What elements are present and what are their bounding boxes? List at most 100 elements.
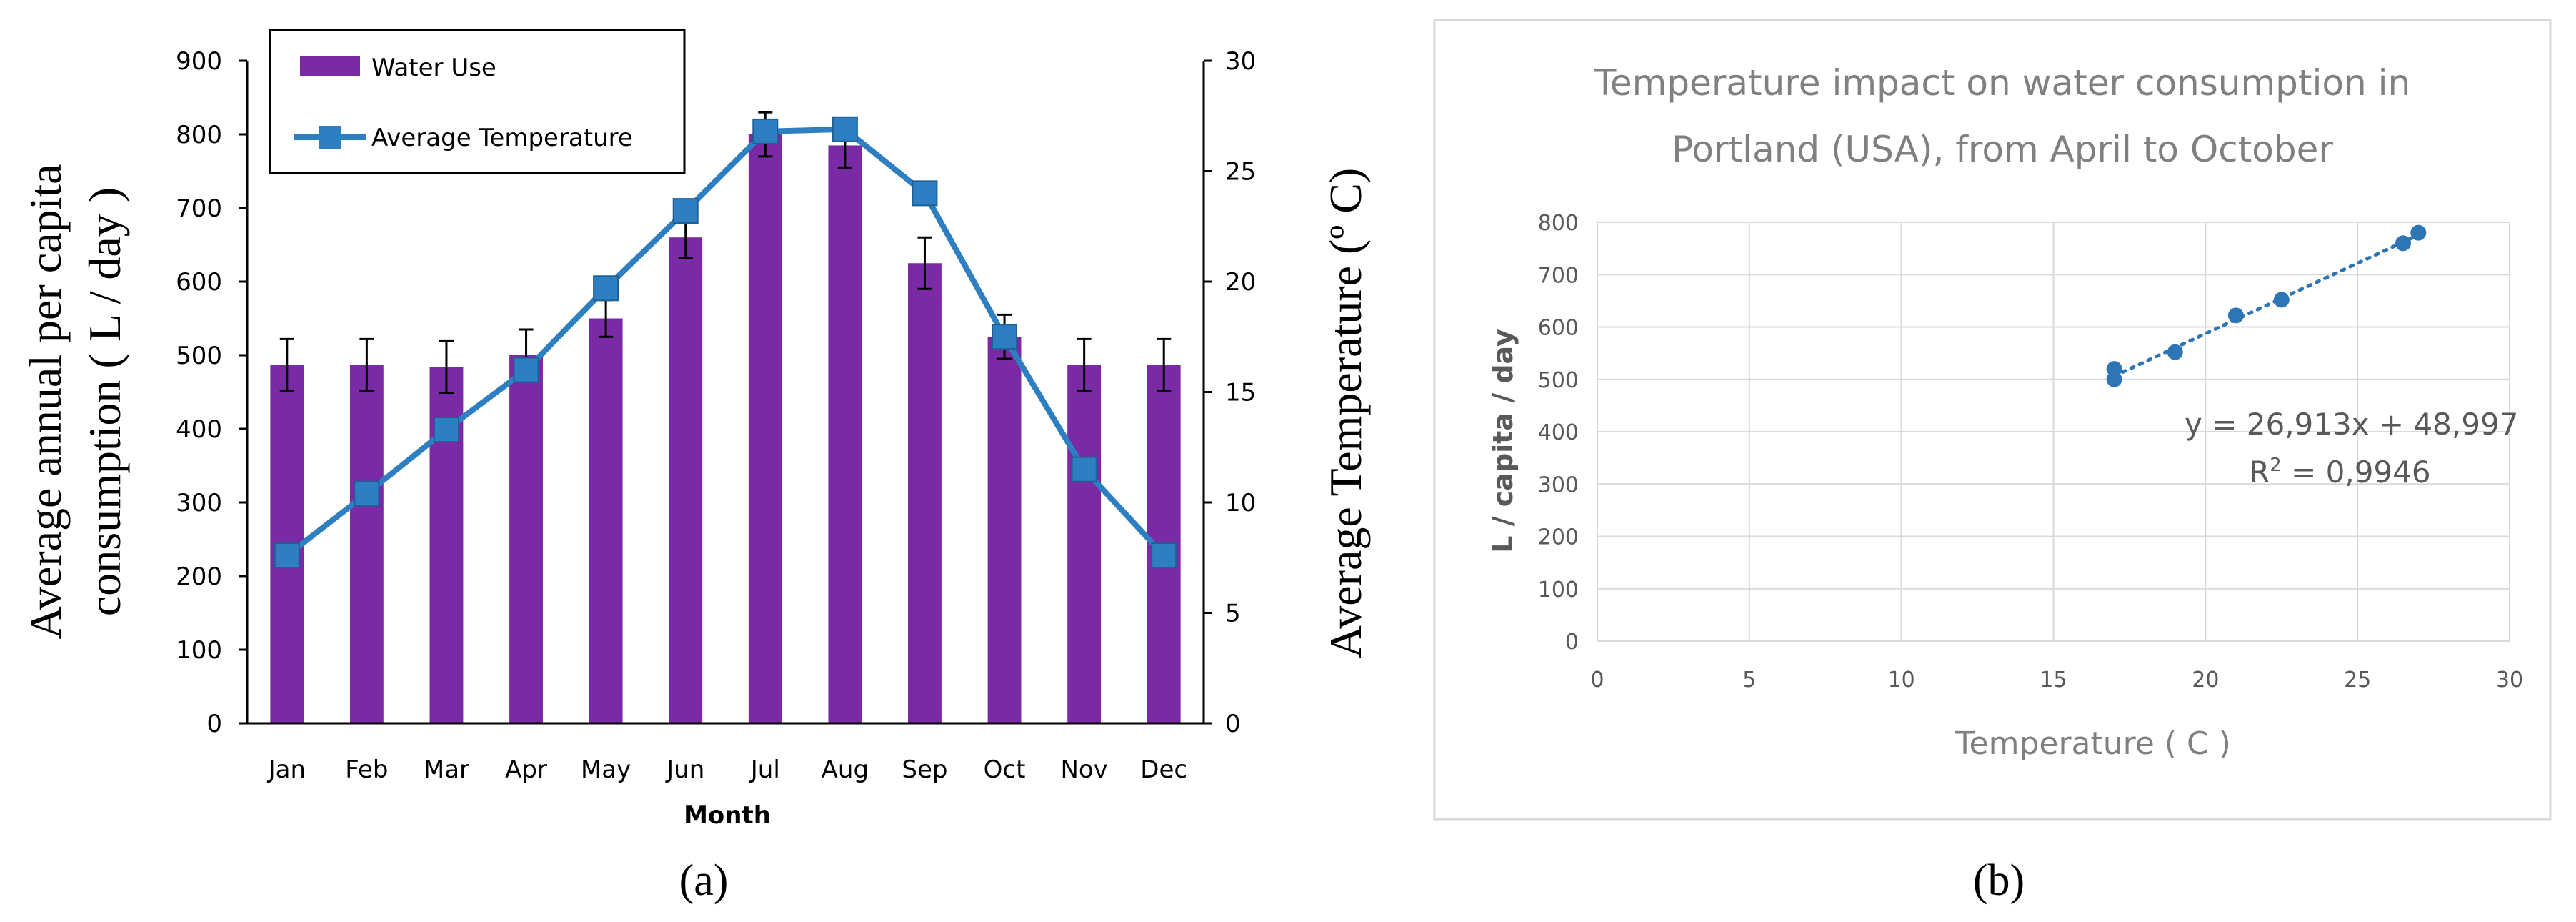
a-x-tick-labels: Jan Feb Mar Apr May Jun Jul Aug Sep Oct Nov Dec: [267, 755, 1188, 784]
a-right-axis-title: Average Temperature (º C): [1320, 168, 1371, 658]
a-right-tick-label: 10: [1225, 489, 1256, 517]
b-data-point: [2167, 344, 2183, 360]
a-right-tick-label: 30: [1225, 47, 1256, 76]
a-left-tick-label: 100: [176, 636, 222, 665]
a-temperature-marker: [992, 324, 1018, 350]
a-temperature-polyline: [285, 126, 1167, 558]
a-right-tick-label: 15: [1225, 379, 1256, 407]
b-y-tick-label: 400: [1538, 420, 1579, 445]
a-x-tick-label: May: [581, 755, 631, 784]
a-legend-temp-label: Average Temperature: [371, 124, 633, 152]
b-r-squared-value: = 0,9946: [2282, 455, 2431, 490]
a-temperature-marker: [433, 417, 459, 443]
b-trend-equation: y = 26,913x + 48,997: [2185, 407, 2518, 442]
a-left-tick-label: 700: [176, 194, 222, 223]
a-right-tick-label: 25: [1225, 158, 1256, 187]
b-points: [2106, 224, 2427, 387]
a-water-bar: [1067, 365, 1102, 723]
a-x-axis-title: Month: [684, 801, 771, 830]
b-y-tick-label: 0: [1565, 630, 1579, 655]
b-y-tick-label: 600: [1538, 316, 1579, 341]
b-y-tick-label: 500: [1538, 368, 1579, 393]
b-y-tick-label: 800: [1538, 211, 1579, 236]
b-data-point: [2410, 224, 2427, 241]
a-temperature-marker: [912, 180, 938, 207]
a-temperature-marker: [274, 542, 300, 569]
b-gridlines: [1597, 222, 2510, 642]
a-x-tick-label: Sep: [902, 755, 947, 784]
a-temperature-marker: [832, 116, 858, 142]
a-axes: [239, 59, 1212, 725]
a-water-bar: [987, 337, 1022, 723]
b-r-squared: R2 = 0,9946: [2249, 455, 2431, 490]
a-temperature-marker: [752, 118, 779, 144]
b-title-line2: Portland (USA), from April to October: [1672, 129, 2333, 170]
a-left-tick-label: 600: [176, 268, 222, 297]
b-y-tick-labels: 0 100 200 300 400 500 600 700 800: [1538, 211, 1579, 655]
b-y-tick-label: 700: [1538, 263, 1579, 288]
a-left-tick-labels: 0 100 200 300 400 500 600 700 800 900: [176, 47, 222, 738]
a-right-tick-labels: 0 5 10 15 20 25 30: [1225, 47, 1256, 738]
a-legend-box: [269, 29, 686, 174]
a-x-tick-label: Apr: [505, 755, 547, 784]
a-left-tick-label: 800: [176, 121, 222, 149]
a-x-tick-label: Feb: [345, 755, 388, 784]
b-x-tick-label: 0: [1590, 668, 1604, 693]
a-x-tick-label: Jan: [267, 755, 306, 784]
b-x-tick-label: 20: [2192, 668, 2219, 693]
a-left-tick-label: 900: [176, 47, 222, 76]
b-y-tick-label: 200: [1538, 525, 1579, 550]
a-left-tick-label: 400: [176, 415, 222, 444]
a-x-tick-label: Dec: [1140, 755, 1187, 784]
a-left-tick-label: 0: [206, 710, 222, 738]
b-r-squared-sup: 2: [2270, 455, 2282, 476]
a-temperature-marker: [672, 198, 699, 224]
a-y-axis-title-line1: Average annual per capita: [20, 164, 71, 639]
a-right-tick-label: 20: [1225, 268, 1256, 297]
a-temperature-marker: [593, 275, 619, 302]
a-temperature-line: [274, 116, 1177, 569]
a-right-tick-label: 0: [1225, 710, 1241, 738]
a-temperature-marker: [513, 357, 539, 383]
b-x-tick-labels: 0 5 10 15 20 25 30: [1590, 668, 2523, 693]
a-x-tick-label: Nov: [1060, 755, 1107, 784]
a-right-tick-label: 5: [1225, 600, 1241, 628]
a-left-tick-label: 300: [176, 489, 222, 517]
b-x-tick-label: 10: [1888, 668, 1915, 693]
a-water-bar: [748, 134, 782, 723]
b-data-point: [2106, 361, 2122, 377]
b-data-point: [2395, 235, 2412, 252]
a-panel-label: (a): [679, 856, 729, 905]
b-x-tick-label: 30: [2496, 668, 2523, 693]
b-linear-trendline: [2112, 233, 2420, 378]
b-y-axis-title: L / capita / day: [1487, 329, 1519, 553]
panel-a-chart: 0 100 200 300 400 500 600 700 800 900 0 5 10 15 20 25 3…: [20, 29, 1371, 905]
b-data-point: [2227, 307, 2244, 324]
a-water-bar: [349, 365, 384, 723]
a-temperature-marker: [1151, 542, 1177, 569]
b-title-line1: Temperature impact on water consumption …: [1594, 62, 2410, 104]
b-x-tick-label: 25: [2344, 668, 2371, 693]
a-temperature-marker: [1071, 456, 1097, 482]
panel-b-chart: Temperature impact on water consumption …: [1433, 19, 2552, 905]
a-x-tick-label: Mar: [424, 755, 469, 784]
a-temperature-marker: [354, 480, 380, 507]
a-water-bar: [589, 318, 623, 723]
b-y-tick-label: 100: [1538, 578, 1579, 603]
b-chart-frame: [1433, 19, 2552, 821]
a-x-tick-label: Jun: [665, 755, 704, 784]
a-y-axis-title-line2: consumption ( L / day ): [79, 187, 130, 616]
a-legend-water-label: Water Use: [371, 54, 496, 82]
a-left-tick-label: 500: [176, 342, 222, 370]
a-water-bar: [669, 237, 703, 723]
b-x-tick-label: 15: [2040, 668, 2067, 693]
b-x-axis-title: Temperature ( C ): [1955, 725, 2231, 762]
a-bars: [270, 134, 1181, 723]
a-legend-temp-marker: [319, 126, 341, 149]
b-data-point: [2273, 292, 2290, 308]
b-r-squared-prefix: R: [2249, 455, 2270, 490]
a-water-bar: [509, 355, 543, 723]
a-x-tick-label: Jul: [749, 755, 780, 784]
b-y-tick-label: 300: [1538, 472, 1579, 497]
